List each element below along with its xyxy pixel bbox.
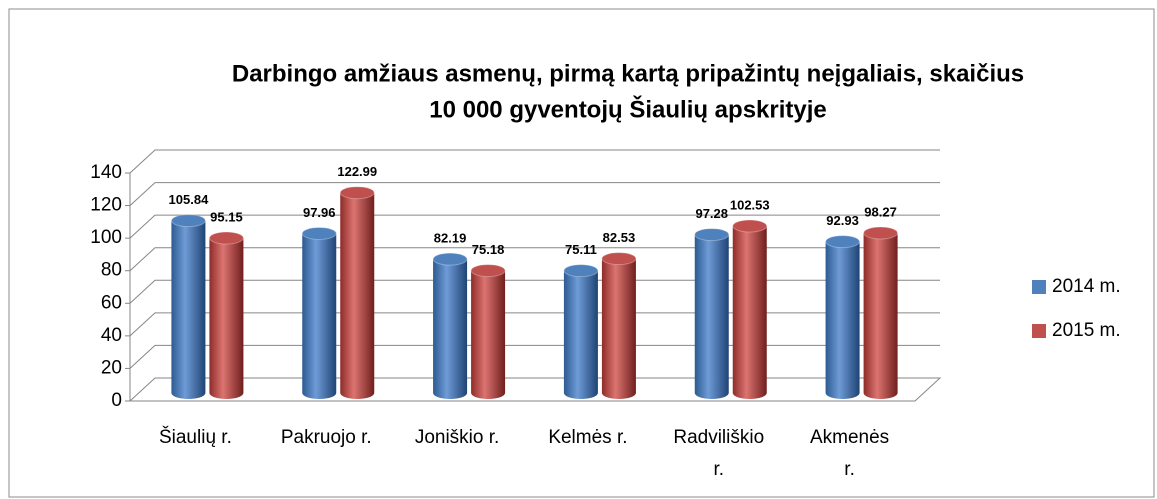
bar-top xyxy=(601,252,637,266)
data-label: 122.99 xyxy=(337,164,377,179)
bar-top xyxy=(432,252,468,266)
grid-line xyxy=(129,214,940,239)
data-label: 82.19 xyxy=(434,231,467,246)
bar-body xyxy=(732,226,767,399)
bar-body xyxy=(302,233,337,399)
legend-swatch xyxy=(1032,280,1046,294)
bar-body xyxy=(601,258,636,399)
data-label: 75.18 xyxy=(472,242,505,257)
bar xyxy=(208,231,244,399)
data-label: 82.53 xyxy=(603,230,636,245)
bar xyxy=(170,214,206,399)
data-label: 105.84 xyxy=(169,192,210,207)
legend-label: 2014 m. xyxy=(1052,276,1121,297)
y-tick-label: 80 xyxy=(101,260,122,281)
chart-title: 10 000 gyventojų Šiaulių apskrityje xyxy=(429,95,827,123)
grid-line xyxy=(129,279,940,304)
grid-line xyxy=(129,182,940,206)
legend-swatch xyxy=(1032,324,1046,338)
y-tick-label: 40 xyxy=(101,325,122,346)
bar xyxy=(470,264,506,399)
data-label: 102.53 xyxy=(730,197,770,212)
bar xyxy=(825,235,861,399)
data-label: 95.15 xyxy=(210,209,243,224)
grid-line xyxy=(129,149,940,174)
bar-body xyxy=(563,270,598,399)
bar-top xyxy=(170,214,206,228)
bar xyxy=(694,228,730,399)
y-tick-label: 100 xyxy=(90,227,122,248)
x-tick-label: Akmenės r. xyxy=(810,427,889,480)
grid-line xyxy=(129,312,940,337)
x-tick-label: Kelmės r. xyxy=(548,427,627,448)
bar-top xyxy=(470,264,506,278)
bar xyxy=(863,226,899,399)
bar-top xyxy=(732,219,768,233)
bar xyxy=(563,264,599,399)
data-label: 92.93 xyxy=(826,213,859,228)
y-tick-label: 60 xyxy=(101,292,122,313)
bar-top xyxy=(694,228,730,242)
data-label: 75.11 xyxy=(565,242,597,257)
bar-body xyxy=(863,232,898,399)
bar-body xyxy=(209,238,244,399)
legend-label: 2015 m. xyxy=(1052,320,1121,341)
bar-top xyxy=(563,264,599,278)
floor xyxy=(128,377,942,402)
bar-body xyxy=(471,270,506,399)
grid-line xyxy=(129,247,940,272)
y-tick-label: 120 xyxy=(90,195,122,216)
bar-top xyxy=(339,186,375,200)
data-label: 97.96 xyxy=(303,205,336,220)
bar-top xyxy=(208,231,244,245)
bar xyxy=(732,219,768,399)
x-tick-label: Joniškio r. xyxy=(415,427,499,448)
bar-body xyxy=(171,220,206,399)
x-tick-label: Šiaulių r. xyxy=(159,426,232,448)
chart-title: Darbingo amžiaus asmenų, pirmą kartą pri… xyxy=(232,60,1024,87)
bar xyxy=(339,186,375,399)
x-tick-label: Pakruojo r. xyxy=(281,427,372,448)
bar xyxy=(301,226,337,399)
bar xyxy=(432,252,468,399)
bar-body xyxy=(825,241,860,399)
bar-top xyxy=(301,226,337,240)
bar-body xyxy=(433,259,468,399)
bar-body xyxy=(340,192,375,399)
data-label: 98.27 xyxy=(864,204,897,219)
y-tick-label: 0 xyxy=(111,390,122,411)
data-label: 97.28 xyxy=(695,206,728,221)
bar-top xyxy=(863,226,899,240)
y-tick-label: 20 xyxy=(101,357,122,378)
x-tick-label: Radviliškio r. xyxy=(673,427,764,480)
bar-top xyxy=(825,235,861,249)
bar xyxy=(601,252,637,399)
grid-line xyxy=(129,344,940,369)
y-tick-label: 140 xyxy=(90,162,122,183)
bar-body xyxy=(694,234,729,399)
